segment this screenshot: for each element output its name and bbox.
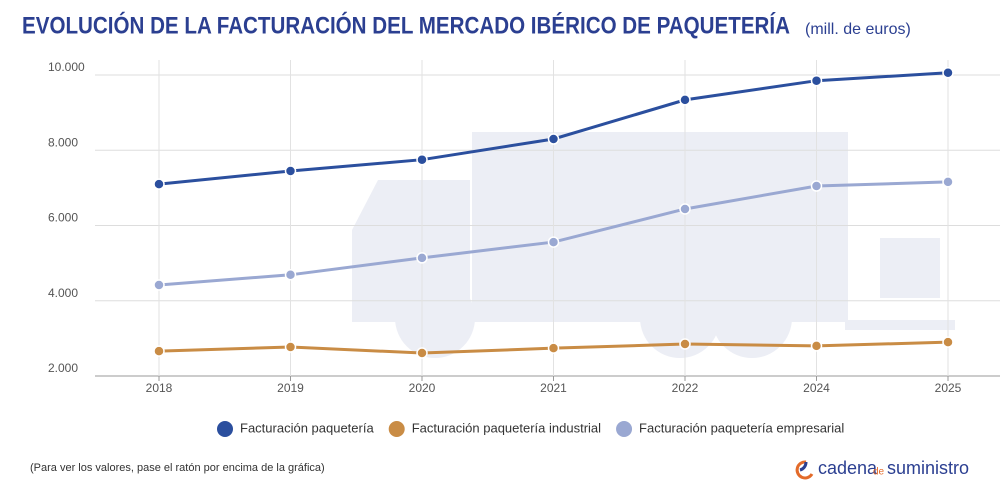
- point: [547, 236, 560, 248]
- x-tick-label: 2022: [672, 381, 699, 395]
- point: [284, 165, 297, 177]
- chart-subtitle: (mill. de euros): [805, 21, 911, 38]
- x-tick-label: 2019: [277, 381, 304, 395]
- background-truck: [352, 132, 955, 358]
- point: [942, 67, 954, 79]
- point: [547, 133, 560, 145]
- logo-text: suministro: [887, 458, 969, 478]
- x-tick-label: 2025: [935, 381, 962, 395]
- x-tick-label: 2018: [146, 381, 173, 395]
- y-tick-label: 6.000: [48, 211, 78, 225]
- logo: cadena de suministro: [795, 458, 969, 480]
- point: [153, 279, 165, 291]
- x-tick-label: 2021: [540, 381, 567, 395]
- legend-label: Facturación paquetería industrial: [412, 420, 601, 435]
- point: [547, 342, 560, 354]
- y-tick-label: 2.000: [48, 361, 78, 375]
- point: [810, 180, 823, 192]
- point: [153, 178, 165, 190]
- chart-title: EVOLUCIÓN DE LA FACTURACIÓN DEL MERCADO …: [22, 11, 790, 39]
- legend-marker: [217, 421, 233, 437]
- point: [153, 345, 165, 357]
- y-tick-label: 8.000: [48, 135, 78, 149]
- logo-text: cadena: [818, 458, 878, 478]
- y-tick-label: 4.000: [48, 286, 78, 300]
- logo-text: de: [873, 467, 885, 478]
- note: (Para ver los valores, pase el ratón por…: [30, 462, 325, 474]
- point: [810, 340, 823, 352]
- x-tick-label: 2024: [803, 381, 830, 395]
- point: [284, 341, 297, 353]
- point: [942, 176, 954, 188]
- legend-marker: [616, 421, 633, 437]
- legend-label: Facturación paquetería: [240, 420, 374, 435]
- point: [679, 203, 691, 215]
- point: [416, 347, 428, 359]
- y-tick-label: 10.000: [48, 60, 85, 74]
- point: [810, 74, 823, 87]
- point: [416, 252, 428, 264]
- point: [284, 269, 297, 281]
- legend-label: Facturación paquetería empresarial: [639, 420, 844, 435]
- x-tick-label: 2020: [409, 381, 436, 395]
- point: [416, 153, 428, 166]
- point: [942, 336, 954, 348]
- point: [679, 94, 691, 106]
- point: [679, 338, 691, 350]
- legend-marker: [388, 421, 405, 437]
